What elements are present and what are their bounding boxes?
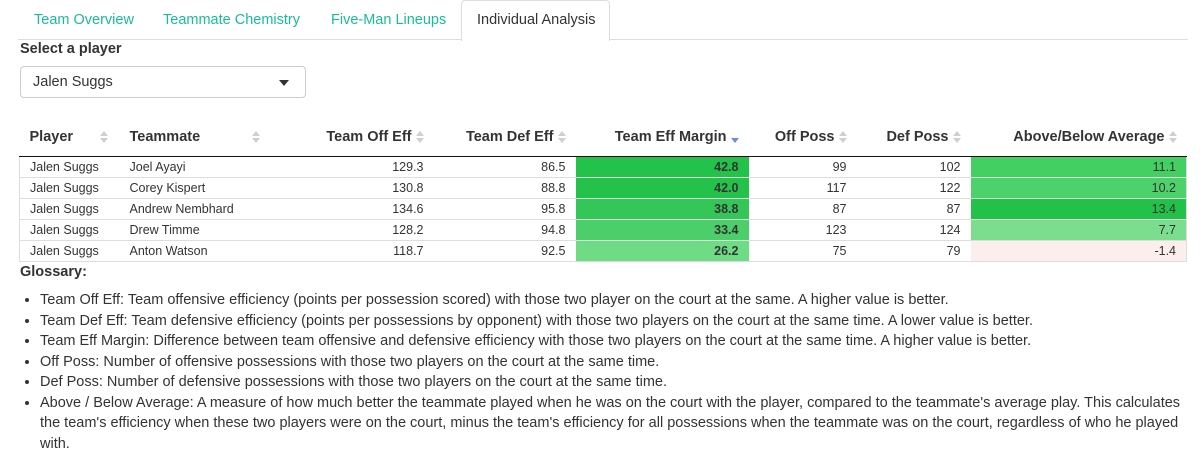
- cell-above-below-average: 11.1: [971, 156, 1187, 177]
- analysis-table: Player Teammate Team Off Eff Team Def Ef…: [19, 118, 1187, 262]
- player-select[interactable]: Jalen Suggs: [20, 66, 306, 98]
- cell-team-def-eff: 86.5: [434, 156, 576, 177]
- glossary-item: Def Poss: Number of defensive possession…: [40, 372, 1185, 393]
- cell-team-off-eff: 130.8: [272, 177, 434, 198]
- cell-teammate: Drew Timme: [120, 219, 272, 240]
- cell-team-eff-margin: 42.0: [576, 177, 749, 198]
- cell-player: Jalen Suggs: [20, 240, 120, 261]
- caret-down-icon: [279, 80, 289, 86]
- cell-player: Jalen Suggs: [20, 156, 120, 177]
- cell-def-poss: 87: [857, 198, 971, 219]
- cell-team-eff-margin: 42.8: [576, 156, 749, 177]
- glossary-item: Team Eff Margin: Difference between team…: [40, 331, 1185, 352]
- cell-teammate: Corey Kispert: [120, 177, 272, 198]
- glossary-item: Above / Below Average: A measure of how …: [40, 393, 1185, 454]
- sort-icon: [558, 131, 566, 143]
- sort-descending-icon: [731, 131, 739, 143]
- sort-icon: [416, 131, 424, 143]
- column-header-label: Team Def Eff: [466, 129, 554, 145]
- tab-individual-analysis[interactable]: Individual Analysis: [461, 0, 610, 41]
- cell-above-below-average: 7.7: [971, 219, 1187, 240]
- glossary-title: Glossary:: [20, 264, 87, 280]
- cell-team-off-eff: 134.6: [272, 198, 434, 219]
- cell-off-poss: 87: [749, 198, 857, 219]
- tab-bar: Team Overview Teammate Chemistry Five-Ma…: [18, 0, 1188, 40]
- sort-icon: [252, 131, 260, 143]
- cell-above-below-average: 10.2: [971, 177, 1187, 198]
- glossary-item: Team Off Eff: Team offensive efficiency …: [40, 290, 1185, 311]
- column-header-def-poss[interactable]: Def Poss: [857, 118, 971, 156]
- cell-team-off-eff: 118.7: [272, 240, 434, 261]
- table-header-row: Player Teammate Team Off Eff Team Def Ef…: [20, 118, 1187, 156]
- glossary-item: Off Poss: Number of offensive possession…: [40, 352, 1185, 373]
- column-header-label: Team Eff Margin: [615, 129, 727, 145]
- column-header-label: Team Off Eff: [326, 129, 411, 145]
- player-select-value: Jalen Suggs: [33, 74, 113, 90]
- cell-team-def-eff: 92.5: [434, 240, 576, 261]
- column-header-label: Teammate: [130, 129, 201, 145]
- sort-icon: [1169, 131, 1177, 143]
- sort-icon: [839, 131, 847, 143]
- cell-player: Jalen Suggs: [20, 198, 120, 219]
- column-header-label: Player: [30, 129, 74, 145]
- cell-def-poss: 124: [857, 219, 971, 240]
- column-header-team-eff-margin[interactable]: Team Eff Margin: [576, 118, 749, 156]
- cell-def-poss: 122: [857, 177, 971, 198]
- cell-team-eff-margin: 26.2: [576, 240, 749, 261]
- column-header-team-off-eff[interactable]: Team Off Eff: [272, 118, 434, 156]
- cell-player: Jalen Suggs: [20, 177, 120, 198]
- cell-off-poss: 123: [749, 219, 857, 240]
- sort-icon: [100, 131, 108, 143]
- cell-player: Jalen Suggs: [20, 219, 120, 240]
- cell-team-def-eff: 95.8: [434, 198, 576, 219]
- cell-team-def-eff: 88.8: [434, 177, 576, 198]
- column-header-label: Def Poss: [886, 129, 948, 145]
- column-header-label: Off Poss: [775, 129, 835, 145]
- cell-teammate: Andrew Nembhard: [120, 198, 272, 219]
- player-select-label: Select a player: [20, 41, 122, 57]
- column-header-label: Above/Below Average: [1013, 129, 1164, 145]
- column-header-above-below-average[interactable]: Above/Below Average: [971, 118, 1187, 156]
- cell-team-eff-margin: 38.8: [576, 198, 749, 219]
- tab-team-overview[interactable]: Team Overview: [18, 0, 147, 40]
- cell-team-off-eff: 129.3: [272, 156, 434, 177]
- column-header-teammate[interactable]: Teammate: [120, 118, 272, 156]
- cell-def-poss: 102: [857, 156, 971, 177]
- glossary-list: Team Off Eff: Team offensive efficiency …: [20, 290, 1185, 454]
- cell-off-poss: 75: [749, 240, 857, 261]
- cell-above-below-average: 13.4: [971, 198, 1187, 219]
- column-header-team-def-eff[interactable]: Team Def Eff: [434, 118, 576, 156]
- cell-team-eff-margin: 33.4: [576, 219, 749, 240]
- analysis-table-container: Player Teammate Team Off Eff Team Def Ef…: [19, 118, 1186, 262]
- sort-icon: [953, 131, 961, 143]
- glossary-item: Team Def Eff: Team defensive efficiency …: [40, 311, 1185, 332]
- column-header-player[interactable]: Player: [20, 118, 120, 156]
- cell-team-off-eff: 128.2: [272, 219, 434, 240]
- cell-def-poss: 79: [857, 240, 971, 261]
- cell-team-def-eff: 94.8: [434, 219, 576, 240]
- column-header-off-poss[interactable]: Off Poss: [749, 118, 857, 156]
- cell-off-poss: 117: [749, 177, 857, 198]
- tab-five-man-lineups[interactable]: Five-Man Lineups: [315, 0, 461, 40]
- cell-above-below-average: -1.4: [971, 240, 1187, 261]
- tab-teammate-chemistry[interactable]: Teammate Chemistry: [147, 0, 315, 40]
- cell-off-poss: 99: [749, 156, 857, 177]
- cell-teammate: Joel Ayayi: [120, 156, 272, 177]
- cell-teammate: Anton Watson: [120, 240, 272, 261]
